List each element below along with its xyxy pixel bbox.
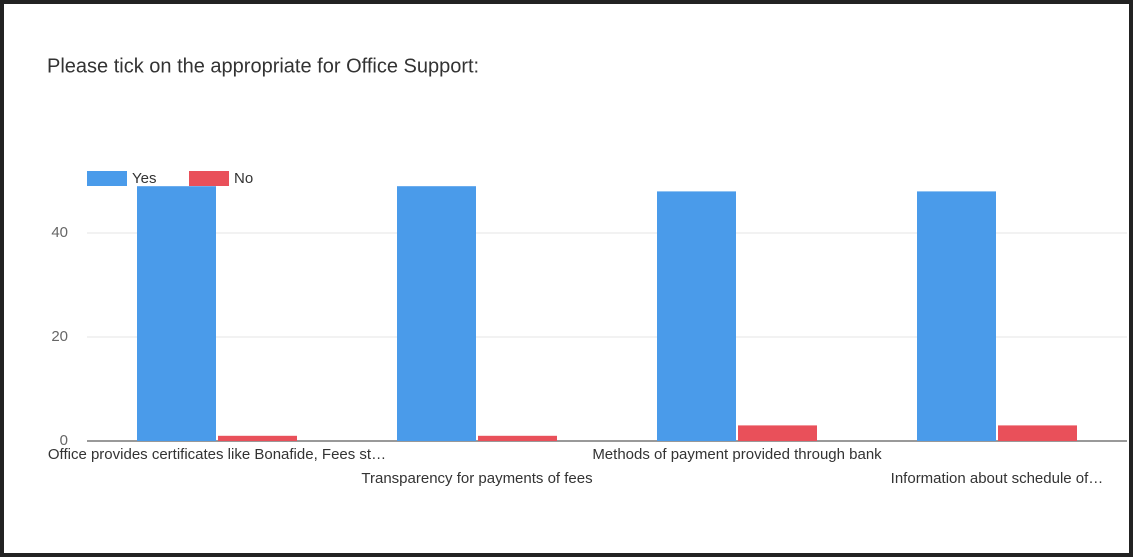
y-tick-label: 20 [51,328,68,345]
x-tick-label: Office provides certificates like Bonafi… [48,446,386,463]
y-tick-label: 40 [51,224,68,241]
x-tick-label: Methods of payment provided through bank [592,446,882,463]
x-tick-label: Information about schedule of… [891,470,1104,487]
legend-swatch [87,171,127,186]
chart-title: Please tick on the appropriate for Offic… [47,55,479,77]
bar [738,425,817,441]
x-tick-label: Transparency for payments of fees [361,470,592,487]
legend-swatch [189,171,229,186]
bar [137,186,216,441]
y-tick-label: 0 [60,432,68,449]
bar [218,435,297,441]
bar [998,425,1077,441]
bar [657,191,736,441]
bar [917,191,996,441]
legend-label: Yes [132,170,156,187]
legend-label: No [234,170,253,187]
bar [397,186,476,441]
bar [478,435,557,441]
